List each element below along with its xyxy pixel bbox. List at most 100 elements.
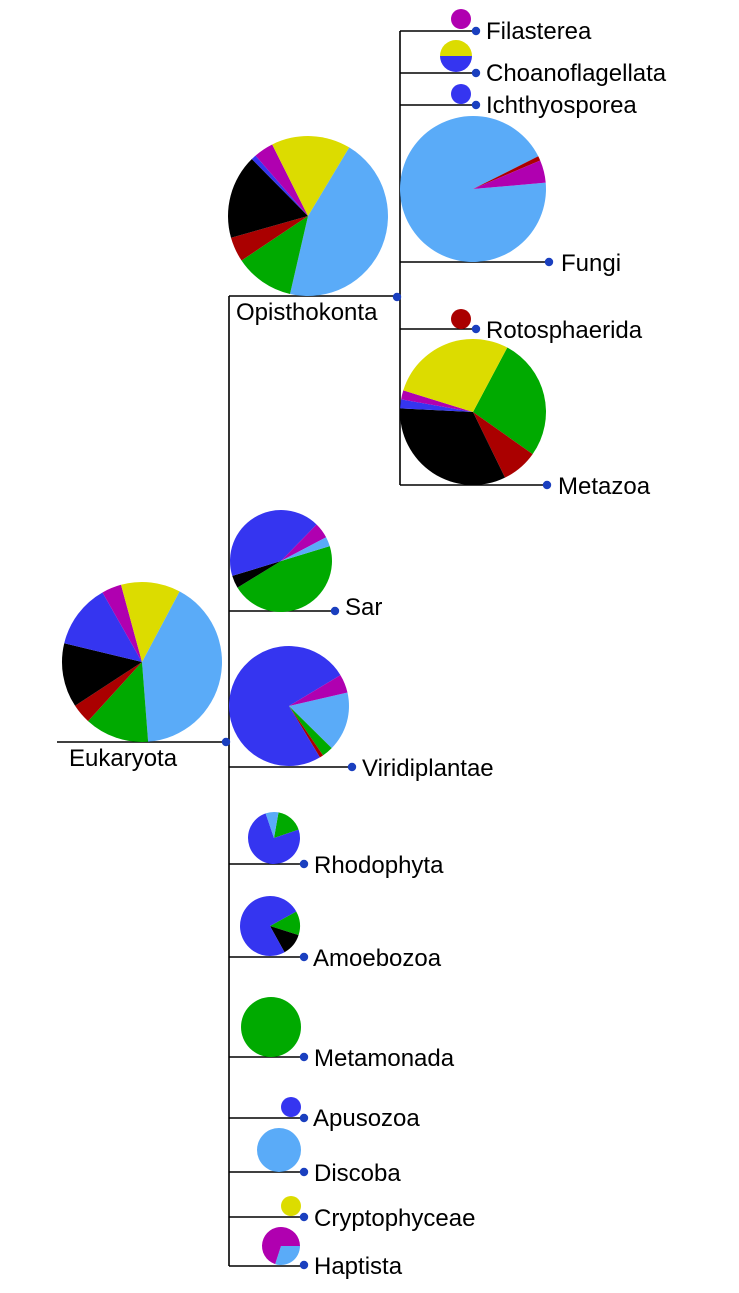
pie-slice-purple <box>255 144 308 216</box>
pie-amoebozoa <box>239 895 300 956</box>
node-dot-rotosphaerida <box>471 324 481 334</box>
pie-slice-blue <box>239 895 297 956</box>
pie-slice-purple <box>451 9 471 29</box>
pie-slice-blue <box>64 592 142 662</box>
pie-slice-black <box>227 159 308 238</box>
node-dot-metamonada <box>299 1052 309 1062</box>
label-choanoflagellata: Choanoflagellata <box>486 60 667 87</box>
pie-slice-sky <box>290 147 388 296</box>
pie-slice-sky <box>289 692 349 749</box>
pie-slice-sky <box>142 591 223 742</box>
pie-slice-blue <box>228 645 341 766</box>
label-cryptophyceae: Cryptophyceae <box>314 1205 475 1232</box>
pie-slice-sky <box>281 537 330 561</box>
pie-slice-red <box>231 216 308 261</box>
pie-slice-blue <box>281 1097 301 1117</box>
pie-slice-blue <box>251 155 308 216</box>
pie-slice-yellow <box>281 1196 301 1216</box>
pie-slice-purple <box>262 1226 300 1265</box>
pie-slice-yellow <box>121 581 180 662</box>
pie-slice-green <box>473 347 547 455</box>
pie-filasterea <box>451 9 471 29</box>
pie-fungi <box>399 115 546 262</box>
label-haptista: Haptista <box>314 1253 403 1280</box>
pie-slice-red <box>289 706 324 758</box>
pie-haptista <box>262 1226 300 1265</box>
pie-slice-sky <box>399 115 546 262</box>
pie-slice-green <box>289 706 332 756</box>
pie-slice-green <box>237 546 332 612</box>
pie-slice-red <box>473 412 533 478</box>
node-dot-opisthokonta <box>392 292 402 302</box>
label-metamonada: Metamonada <box>314 1045 455 1072</box>
pie-slice-red <box>473 156 541 189</box>
node-dot-rhodophyta <box>299 859 309 869</box>
pie-ichthyosporea <box>451 84 471 104</box>
node-dot-ichthyosporea <box>471 100 481 110</box>
label-apusozoa: Apusozoa <box>313 1105 420 1132</box>
pie-slice-blue <box>247 813 300 865</box>
pie-slice-sky <box>265 811 279 838</box>
label-eukaryota: Eukaryota <box>69 745 178 772</box>
pie-opisthokonta <box>227 136 388 296</box>
label-amoebozoa: Amoebozoa <box>313 945 442 972</box>
label-opisthokonta: Opisthokonta <box>236 299 378 326</box>
pie-slice-purple <box>102 584 142 662</box>
pie-slice-red <box>451 309 471 329</box>
pie-metamonada <box>241 997 301 1057</box>
label-metazoa: Metazoa <box>558 473 651 500</box>
pie-apusozoa <box>281 1097 301 1117</box>
label-rhodophyta: Rhodophyta <box>314 852 444 879</box>
taxon-labels: Eukaryota Opisthokonta Filasterea Choano… <box>69 18 667 1280</box>
pie-viridiplantae <box>228 645 349 766</box>
pie-slice-black <box>400 408 505 485</box>
pie-slice-sky <box>257 1128 301 1172</box>
node-dot-sar <box>330 606 340 616</box>
node-dot-metazoa <box>542 480 552 490</box>
pie-slice-blue <box>440 56 472 72</box>
node-dots <box>221 26 554 1270</box>
node-dot-discoba <box>299 1167 309 1177</box>
pie-slice-black <box>232 561 281 588</box>
node-dot-eukaryota <box>221 737 231 747</box>
pie-slice-purple <box>473 160 546 189</box>
label-sar: Sar <box>345 594 382 621</box>
pie-rotosphaerida <box>451 309 471 329</box>
label-fungi: Fungi <box>561 250 621 277</box>
pie-slice-black <box>61 643 142 706</box>
pie-slice-yellow <box>272 136 350 216</box>
label-ichthyosporea: Ichthyosporea <box>486 92 637 119</box>
pie-slice-blue <box>230 509 317 576</box>
pie-slice-purple <box>401 390 473 412</box>
pie-metazoa <box>400 338 547 485</box>
node-dot-cryptophyceae <box>299 1212 309 1222</box>
pie-slice-red <box>75 662 142 722</box>
pie-discoba <box>257 1128 301 1172</box>
pie-slice-purple <box>281 524 327 561</box>
pie-slice-green <box>88 662 149 742</box>
pie-slice-black <box>270 926 299 953</box>
pie-slice-green <box>241 216 308 294</box>
pie-slice-green <box>274 812 299 838</box>
pie-slice-green <box>241 997 301 1057</box>
node-dot-apusozoa <box>299 1113 309 1123</box>
pie-eukaryota <box>61 581 223 742</box>
pie-slice-blue <box>400 399 473 412</box>
pie-slice-yellow <box>403 338 508 412</box>
pie-slice-purple <box>289 675 348 706</box>
composition-pies <box>61 9 547 1265</box>
label-rotosphaerida: Rotosphaerida <box>486 317 643 344</box>
pie-rhodophyta <box>247 811 300 865</box>
label-filasterea: Filasterea <box>486 18 592 45</box>
label-discoba: Discoba <box>314 1160 401 1187</box>
node-dot-filasterea <box>471 26 481 36</box>
node-dot-choanoflagellata <box>471 68 481 78</box>
pie-sar <box>230 509 332 612</box>
node-dot-fungi <box>544 257 554 267</box>
pie-slice-sky <box>275 1246 300 1265</box>
pie-choanoflagellata <box>440 40 472 72</box>
pie-cryptophyceae <box>281 1196 301 1216</box>
pie-slice-yellow <box>440 40 472 56</box>
node-dot-amoebozoa <box>299 952 309 962</box>
